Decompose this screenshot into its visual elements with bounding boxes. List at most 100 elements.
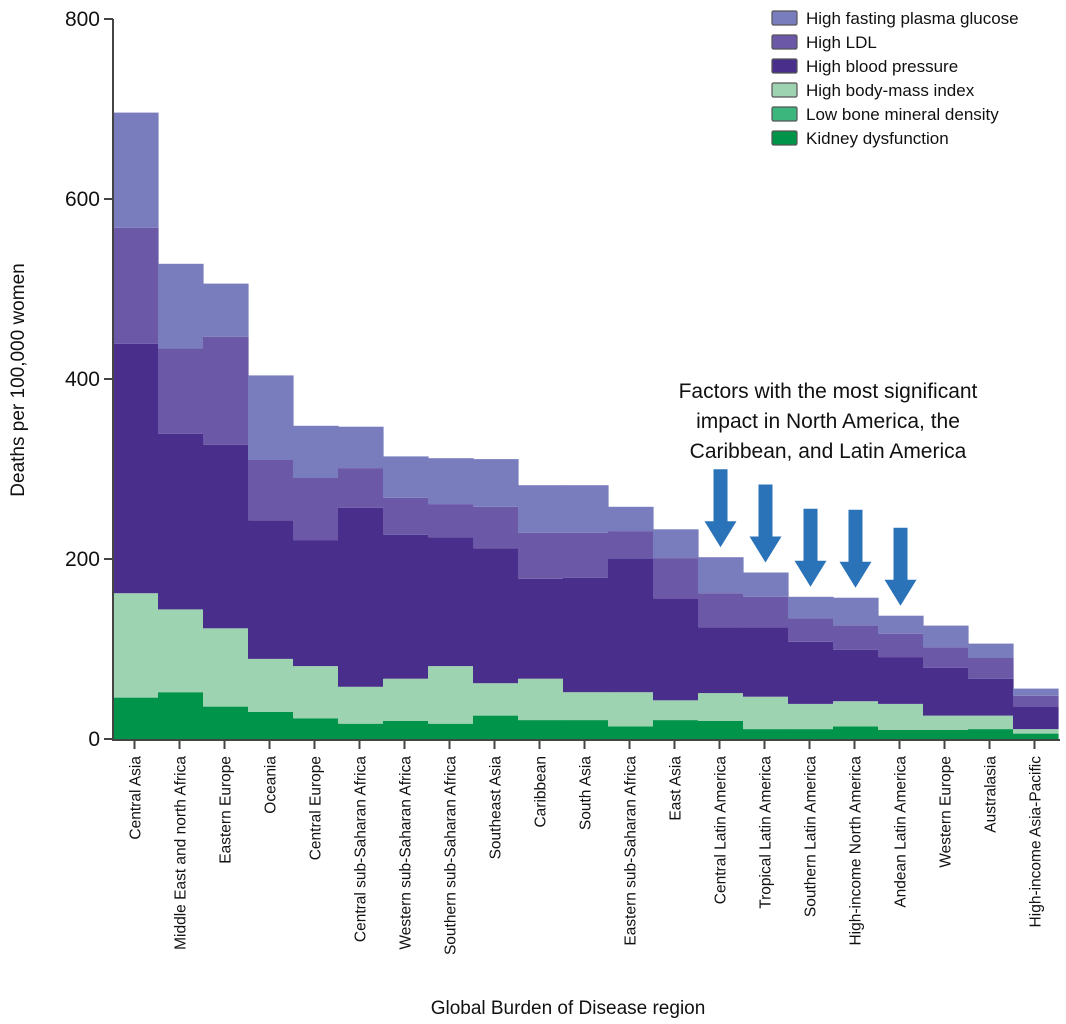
bar-segment-high-fasting-plasma-glucose-southern-sub-saharan-africa <box>428 458 474 505</box>
bar-segment-high-fasting-plasma-glucose-oceania <box>248 375 294 460</box>
bar-segment-kidney-dysfunction-southern-sub-saharan-africa <box>428 723 474 739</box>
legend-item-high-body-mass-index: High body-mass index <box>771 81 975 100</box>
legend-swatch <box>771 130 798 146</box>
bar-segment-high-fasting-plasma-glucose-andean-latin-america <box>878 615 924 634</box>
bar-segment-high-blood-pressure-eastern-sub-saharan-africa <box>608 559 654 693</box>
bar-segment-high-fasting-plasma-glucose-tropical-latin-america <box>743 572 789 597</box>
bar-segment-high-fasting-plasma-glucose-middle-east-and-north-africa <box>158 263 204 349</box>
bar-segment-high-fasting-plasma-glucose-eastern-sub-saharan-africa <box>608 506 654 532</box>
bar-segment-high-blood-pressure-andean-latin-america <box>878 657 924 704</box>
legend-swatch <box>771 58 798 74</box>
bar-segment-kidney-dysfunction-central-europe <box>293 718 339 739</box>
down-arrow-icon-andean-latin-america <box>884 527 917 606</box>
bar-segment-high-blood-pressure-central-europe <box>293 540 339 667</box>
bar-segment-high-fasting-plasma-glucose-western-europe <box>923 625 969 648</box>
bar-segment-high-blood-pressure-western-europe <box>923 667 969 716</box>
x-tick-label-eastern-europe: Eastern Europe <box>218 756 235 864</box>
bar-segment-high-ldl-tropical-latin-america <box>743 596 789 628</box>
bars-layer <box>113 112 1059 739</box>
legend: High fasting plasma glucose High LDL High … <box>771 9 1019 148</box>
bar-segment-high-ldl-central-europe <box>293 478 339 541</box>
bar-segment-high-blood-pressure-central-sub-saharan-africa <box>338 507 384 687</box>
legend-label: Kidney dysfunction <box>806 129 949 148</box>
bar-segment-kidney-dysfunction-southeast-asia <box>473 715 519 739</box>
bar-segment-high-ldl-australasia <box>968 658 1014 679</box>
bar-segment-high-body-mass-index-caribbean <box>518 678 564 721</box>
bar-segment-high-fasting-plasma-glucose-central-latin-america <box>698 557 744 594</box>
y-tick-label: 800 <box>65 8 100 31</box>
bar-segment-kidney-dysfunction-central-latin-america <box>698 721 744 739</box>
bar-segment-high-body-mass-index-central-latin-america <box>698 693 744 721</box>
down-arrow-icon-tropical-latin-america <box>749 484 782 563</box>
down-arrow-icon-high-income-north-america <box>839 509 872 588</box>
legend-swatch <box>771 34 798 50</box>
bar-segment-kidney-dysfunction-central-sub-saharan-africa <box>338 723 384 739</box>
bar-segment-high-ldl-southern-latin-america <box>788 618 834 642</box>
bar-segment-high-ldl-caribbean <box>518 532 564 579</box>
annotation-line-2: impact in North America, the <box>696 410 960 433</box>
x-ticks: Central Asia Middle East and north Africa… <box>128 740 1045 955</box>
bar-segment-high-ldl-high-income-north-america <box>833 625 879 650</box>
bar-segment-high-body-mass-index-andean-latin-america <box>878 703 924 730</box>
bar-segment-high-body-mass-index-central-europe <box>293 666 339 719</box>
bar-segment-kidney-dysfunction-caribbean <box>518 720 564 739</box>
x-tick-label-east-asia: East Asia <box>668 756 685 821</box>
bar-segment-high-body-mass-index-western-sub-saharan-africa <box>383 678 429 721</box>
bar-segment-high-body-mass-index-southern-latin-america <box>788 703 834 730</box>
bar-segment-high-body-mass-index-south-asia <box>563 692 609 721</box>
bar-segment-high-blood-pressure-southeast-asia <box>473 548 519 684</box>
x-tick-label-southern-latin-america: Southern Latin America <box>803 756 820 918</box>
bar-segment-high-fasting-plasma-glucose-central-asia <box>113 112 159 228</box>
bar-segment-high-body-mass-index-central-sub-saharan-africa <box>338 686 384 724</box>
bar-segment-high-blood-pressure-southern-latin-america <box>788 641 834 704</box>
bar-segment-high-ldl-western-europe <box>923 647 969 668</box>
bar-segment-kidney-dysfunction-eastern-sub-saharan-africa <box>608 726 654 739</box>
bar-segment-high-body-mass-index-high-income-asia-pacific <box>1013 729 1059 734</box>
bar-segment-high-blood-pressure-east-asia <box>653 598 699 701</box>
bar-segment-high-blood-pressure-high-income-asia-pacific <box>1013 706 1059 730</box>
bar-segment-kidney-dysfunction-south-asia <box>563 720 609 739</box>
x-tick-label-central-sub-saharan-africa: Central sub-Saharan Africa <box>353 756 370 942</box>
bar-segment-kidney-dysfunction-australasia <box>968 729 1014 739</box>
bar-segment-high-blood-pressure-middle-east-and-north-africa <box>158 433 204 610</box>
bar-segment-high-blood-pressure-oceania <box>248 520 294 659</box>
bar-segment-kidney-dysfunction-tropical-latin-america <box>743 729 789 739</box>
bar-segment-high-fasting-plasma-glucose-central-sub-saharan-africa <box>338 426 384 469</box>
bar-segment-high-body-mass-index-tropical-latin-america <box>743 696 789 730</box>
x-tick-label-western-sub-saharan-africa: Western sub-Saharan Africa <box>398 756 415 950</box>
bar-segment-kidney-dysfunction-eastern-europe <box>203 706 249 739</box>
legend-item-high-blood-pressure: High blood pressure <box>771 57 958 76</box>
annotation-line-3: Caribbean, and Latin America <box>690 440 967 463</box>
y-ticks: 0 200 400 600 800 <box>65 8 113 751</box>
bar-segment-kidney-dysfunction-western-sub-saharan-africa <box>383 721 429 739</box>
legend-item-low-bone-mineral-density: Low bone mineral density <box>771 105 999 124</box>
x-tick-label-central-latin-america: Central Latin America <box>713 756 730 905</box>
bar-segment-high-blood-pressure-australasia <box>968 678 1014 716</box>
x-tick-label-tropical-latin-america: Tropical Latin America <box>758 756 775 909</box>
bar-segment-kidney-dysfunction-east-asia <box>653 720 699 739</box>
bar-segment-high-body-mass-index-middle-east-and-north-africa <box>158 609 204 693</box>
bar-segment-high-fasting-plasma-glucose-high-income-north-america <box>833 597 879 626</box>
x-tick-label-middle-east-and-north-africa: Middle East and north Africa <box>173 756 190 950</box>
legend-label: Low bone mineral density <box>806 105 999 124</box>
y-axis-title: Deaths per 100,000 women <box>8 263 29 496</box>
x-tick-label-caribbean: Caribbean <box>533 756 550 828</box>
annotation: Factors with the most significant impact… <box>679 380 978 463</box>
bar-segment-high-body-mass-index-southeast-asia <box>473 683 519 716</box>
bar-segment-high-fasting-plasma-glucose-australasia <box>968 643 1014 658</box>
bar-segment-kidney-dysfunction-southern-latin-america <box>788 729 834 739</box>
x-tick-label-australasia: Australasia <box>983 756 1000 833</box>
bar-segment-high-ldl-east-asia <box>653 558 699 599</box>
x-tick-label-southern-sub-saharan-africa: Southern sub-Saharan Africa <box>443 756 460 955</box>
bar-segment-high-blood-pressure-eastern-europe <box>203 444 249 629</box>
bar-segment-kidney-dysfunction-andean-latin-america <box>878 730 924 739</box>
annotation-line-1: Factors with the most significant <box>679 380 978 403</box>
bar-segment-high-ldl-southern-sub-saharan-africa <box>428 504 474 538</box>
x-axis-title: Global Burden of Disease region <box>431 998 706 1019</box>
bar-segment-high-fasting-plasma-glucose-east-asia <box>653 529 699 559</box>
bar-segment-high-ldl-western-sub-saharan-africa <box>383 497 429 535</box>
x-tick-label-central-asia: Central Asia <box>128 756 145 840</box>
bar-segment-high-fasting-plasma-glucose-eastern-europe <box>203 283 249 337</box>
bar-segment-high-blood-pressure-southern-sub-saharan-africa <box>428 537 474 667</box>
